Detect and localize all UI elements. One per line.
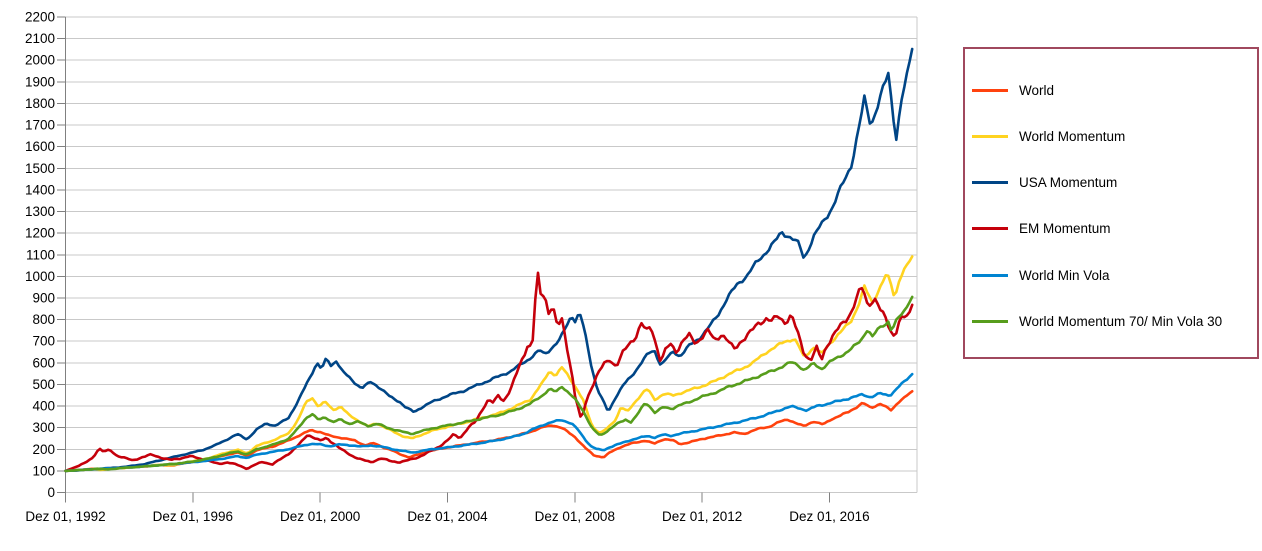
legend-line-sample bbox=[972, 134, 1008, 138]
x-axis-tick-label: Dez 01, 1996 bbox=[153, 509, 233, 524]
y-axis-tick-label: 1300 bbox=[25, 204, 55, 219]
legend-line-sample bbox=[972, 227, 1008, 231]
series-line-world bbox=[64, 389, 914, 473]
legend-label: World bbox=[1019, 82, 1055, 98]
series-lines bbox=[64, 47, 914, 473]
legend-label: USA Momentum bbox=[1019, 175, 1118, 191]
legend-line-sample bbox=[972, 320, 1008, 323]
legend: World World Momentum USA Momentum EM Moment… bbox=[963, 47, 1259, 359]
y-axis-tick-label: 400 bbox=[32, 399, 55, 414]
x-axis-tick-label: Dez 01, 2000 bbox=[280, 509, 360, 524]
series-line-world-momentum-70-min-vola-30 bbox=[64, 295, 914, 473]
y-axis-tick-label: 1100 bbox=[26, 247, 55, 262]
legend-item-usa-momentum: USA Momentum bbox=[965, 168, 1117, 198]
y-axis-tick-label: 500 bbox=[32, 377, 55, 392]
y-axis-tick-label: 1700 bbox=[25, 118, 55, 133]
legend-item-em-momentum: EM Momentum bbox=[965, 214, 1111, 244]
legend-line-sample bbox=[972, 181, 1008, 185]
y-axis-tick-label: 1400 bbox=[25, 182, 55, 197]
x-axis-tick-label: Dez 01, 2016 bbox=[789, 509, 869, 524]
gridlines bbox=[65, 16, 917, 493]
legend-item-world-momentum: World Momentum bbox=[965, 121, 1125, 151]
y-axis-tick-label: 1500 bbox=[25, 161, 55, 176]
legend-line-sample bbox=[972, 273, 1008, 277]
y-axis-tick-label: 800 bbox=[32, 312, 55, 327]
y-axis-tick-label: 200 bbox=[32, 442, 55, 457]
y-axis-tick-label: 600 bbox=[32, 355, 55, 370]
legend-item-world-min-vola: World Min Vola bbox=[965, 260, 1110, 290]
legend-label: EM Momentum bbox=[1019, 221, 1111, 237]
y-axis-tick-label: 1000 bbox=[25, 269, 55, 284]
y-axis-tick-label: 1200 bbox=[25, 226, 55, 241]
x-axis-tick-label: Dez 01, 2012 bbox=[662, 509, 742, 524]
series-line-usa-momentum bbox=[64, 47, 914, 473]
series-line-world-min-vola bbox=[64, 372, 914, 473]
axis-ticks bbox=[57, 16, 830, 503]
legend-label: World Momentum 70/ Min Vola 30 bbox=[1019, 314, 1223, 329]
legend-item-world: World bbox=[965, 75, 1054, 105]
y-axis-tick-label: 1900 bbox=[25, 74, 55, 89]
x-axis-tick-label: Dez 01, 2008 bbox=[535, 509, 615, 524]
y-axis-tick-label: 700 bbox=[32, 334, 55, 349]
x-axis-tick-label: Dez 01, 2004 bbox=[407, 509, 488, 524]
legend-line-sample bbox=[972, 88, 1008, 92]
y-axis-tick-label: 300 bbox=[32, 420, 55, 435]
legend-label: World Momentum bbox=[1019, 128, 1126, 144]
y-axis-tick-label: 100 bbox=[32, 463, 55, 478]
y-axis-tick-label: 900 bbox=[32, 290, 55, 305]
y-axis-tick-label: 1800 bbox=[25, 96, 55, 111]
axis-labels: 0 100 200 300 400 500 600 700 800 900 1000 1100 1200… bbox=[25, 10, 870, 525]
legend-item-world-momentum-70-min-vola-30: World Momentum 70/ Min Vola 30 bbox=[965, 307, 1222, 337]
y-axis-tick-label: 0 bbox=[47, 485, 55, 500]
y-axis-tick-label: 2000 bbox=[25, 53, 55, 68]
x-axis-tick-label: Dez 01, 1992 bbox=[25, 509, 105, 524]
legend-label: World Min Vola bbox=[1019, 267, 1110, 283]
y-axis-tick-label: 1600 bbox=[25, 139, 55, 154]
y-axis-tick-label: 2200 bbox=[25, 10, 55, 25]
y-axis-tick-label: 2100 bbox=[25, 31, 55, 46]
